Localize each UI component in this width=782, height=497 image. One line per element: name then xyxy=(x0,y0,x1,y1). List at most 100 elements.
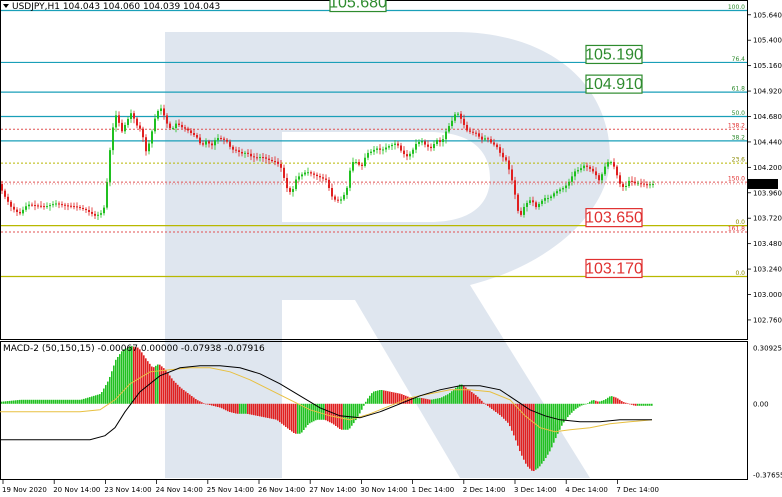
macd-bar-up xyxy=(129,346,131,404)
macd-bar-down xyxy=(491,403,493,410)
macd-bar-up xyxy=(103,388,105,404)
macd-bar-up xyxy=(435,398,437,404)
candle-bear xyxy=(535,202,537,208)
candle-bull xyxy=(547,198,549,200)
macd-bar-down xyxy=(597,401,599,404)
macd-bar-up xyxy=(53,399,55,404)
candle-bear xyxy=(283,167,285,178)
candle-bull xyxy=(652,184,654,186)
macd-bar-down xyxy=(163,368,165,404)
macd-bar-down xyxy=(337,403,339,428)
level-box-label: 105.680 xyxy=(329,0,387,12)
macd-bar-up xyxy=(575,403,577,410)
price-tick-label: 103.720 xyxy=(753,215,782,223)
level-boxes: 105.680 105.190 104.910 103.650 103.170 xyxy=(329,0,643,279)
candle-bull xyxy=(367,152,369,158)
macd-bar-down xyxy=(327,403,329,422)
candle-bear xyxy=(142,128,144,138)
macd-bar-down xyxy=(477,396,479,404)
macd-bar-up xyxy=(453,389,455,404)
candle-bear xyxy=(379,148,381,150)
watermark-logo xyxy=(165,32,610,478)
macd-bar-up xyxy=(63,399,65,404)
candle-bear xyxy=(169,123,171,129)
macd-bar-down xyxy=(271,403,273,419)
macd-bar-down xyxy=(247,403,249,414)
macd-bar-up xyxy=(79,399,81,404)
candle-bull xyxy=(376,148,378,150)
macd-bar-down xyxy=(633,403,635,406)
macd-bar-down xyxy=(249,403,251,415)
candle-bear xyxy=(475,132,477,134)
candle-bull xyxy=(52,204,54,206)
macd-bar-down xyxy=(485,403,487,405)
macd-bar-down xyxy=(341,403,343,430)
macd-bar-down xyxy=(397,393,399,404)
level-box xyxy=(585,74,643,94)
macd-bar-down xyxy=(219,403,221,408)
macd-bar-up xyxy=(559,403,561,430)
macd-tick-label: 0.00 xyxy=(753,400,769,408)
candle-bull xyxy=(346,187,348,195)
macd-bar-down xyxy=(395,392,397,404)
candle-bear xyxy=(253,156,255,158)
candle-bull xyxy=(583,165,585,169)
macd-bar-up xyxy=(373,391,375,404)
macd-bar-up xyxy=(51,399,53,404)
candle-bear xyxy=(508,160,510,170)
candle-bear xyxy=(280,163,282,168)
macd-bar-up xyxy=(3,401,5,404)
macd-bar-up xyxy=(131,346,133,404)
level-box xyxy=(585,258,643,279)
candle-bear xyxy=(499,147,501,153)
candle-bear xyxy=(184,127,186,129)
candle-bear xyxy=(319,176,321,178)
macd-bar-down xyxy=(489,403,491,408)
candle-bear xyxy=(613,162,615,167)
macd-bar-up xyxy=(115,359,117,404)
macd-bar-up xyxy=(555,403,557,439)
macd-bar-down xyxy=(257,403,259,416)
macd-bar-down xyxy=(199,401,201,404)
macd-bar-down xyxy=(499,403,501,416)
macd-bar-up xyxy=(459,384,461,404)
macd-bar-down xyxy=(471,392,473,404)
macd-bar-up xyxy=(591,400,593,404)
chart-menu-triangle-icon[interactable] xyxy=(3,4,9,8)
candle-bull xyxy=(22,209,24,214)
candle-bull xyxy=(454,114,456,121)
candle-bull xyxy=(562,188,564,190)
candle-bear xyxy=(430,146,432,149)
level-label: 161.8 xyxy=(728,225,745,232)
macd-bar-up xyxy=(65,399,67,404)
candle-bear xyxy=(511,169,513,181)
candle-bear xyxy=(208,141,210,144)
macd-bar-up xyxy=(5,401,7,404)
macd-bar-up xyxy=(297,403,299,434)
time-tick-label: 27 Nov 14:00 xyxy=(309,486,356,494)
macd-bar-up xyxy=(535,403,537,470)
candle-bear xyxy=(427,144,429,147)
macd-bar-down xyxy=(273,403,275,420)
macd-bar-down xyxy=(133,346,135,404)
macd-bar-down xyxy=(141,352,143,404)
macd-bar-down xyxy=(203,403,205,404)
macd-bar-up xyxy=(415,397,417,404)
macd-bar-down xyxy=(193,397,195,404)
candle-bear xyxy=(469,130,471,132)
macd-bar-up xyxy=(245,403,247,414)
macd-bar-up xyxy=(361,403,363,410)
time-tick-label: 23 Nov 14:00 xyxy=(104,486,151,494)
macd-bar-up xyxy=(73,399,75,404)
price-tick-label: 105.400 xyxy=(753,37,782,45)
macd-bar-down xyxy=(615,397,617,404)
macd-bar-down xyxy=(469,390,471,404)
price-tick-label: 104.920 xyxy=(753,88,782,96)
macd-bar-down xyxy=(531,403,533,471)
candle-bear xyxy=(1,183,3,191)
macd-bar-down xyxy=(285,403,287,427)
time-tick-label: 3 Dec 14:00 xyxy=(514,486,557,494)
macd-bar-down xyxy=(173,380,175,404)
candle-bear xyxy=(196,135,198,138)
candle-bull xyxy=(391,144,393,147)
